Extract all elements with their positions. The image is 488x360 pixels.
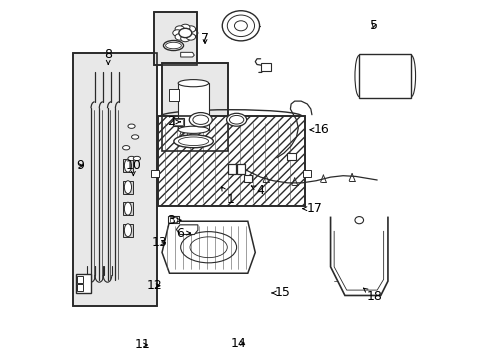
Ellipse shape — [186, 33, 195, 40]
Bar — [122, 159, 133, 172]
Polygon shape — [162, 221, 255, 273]
Bar — [122, 202, 133, 215]
Text: 12: 12 — [146, 279, 162, 292]
Ellipse shape — [163, 41, 183, 50]
Bar — [169, 89, 179, 101]
Ellipse shape — [179, 28, 191, 38]
Bar — [154, 12, 197, 65]
Text: 11: 11 — [134, 338, 150, 351]
Ellipse shape — [128, 156, 135, 161]
Bar — [172, 118, 184, 126]
Text: 7: 7 — [201, 32, 209, 45]
Ellipse shape — [226, 113, 246, 126]
Bar — [168, 216, 178, 223]
Ellipse shape — [128, 124, 135, 129]
Ellipse shape — [178, 126, 208, 134]
Text: 1: 1 — [221, 187, 234, 206]
Text: 17: 17 — [303, 202, 322, 215]
Ellipse shape — [165, 42, 181, 49]
Polygon shape — [330, 217, 387, 296]
Text: 8: 8 — [104, 48, 112, 64]
Ellipse shape — [178, 80, 208, 87]
Bar — [76, 274, 91, 293]
Text: 6: 6 — [176, 226, 190, 239]
Bar — [154, 12, 197, 65]
Bar — [174, 120, 183, 125]
Ellipse shape — [175, 26, 184, 32]
Bar — [169, 217, 177, 222]
Bar — [77, 276, 83, 283]
Bar — [122, 181, 133, 194]
Bar — [158, 116, 304, 206]
Ellipse shape — [186, 26, 195, 32]
Bar — [244, 175, 251, 182]
Ellipse shape — [124, 159, 131, 172]
Bar — [158, 116, 304, 206]
Text: 3: 3 — [167, 214, 181, 227]
Bar — [151, 170, 159, 177]
Bar — [73, 53, 157, 306]
Polygon shape — [176, 225, 198, 234]
Text: 5: 5 — [369, 19, 377, 32]
Ellipse shape — [174, 135, 213, 148]
Text: 14: 14 — [230, 337, 246, 350]
Text: 16: 16 — [309, 123, 329, 136]
Ellipse shape — [354, 217, 363, 224]
Text: 9: 9 — [76, 159, 84, 172]
Ellipse shape — [234, 21, 247, 31]
Ellipse shape — [180, 35, 190, 42]
Bar — [73, 53, 157, 306]
Bar — [303, 170, 310, 177]
Ellipse shape — [124, 202, 131, 215]
Bar — [286, 153, 295, 160]
Ellipse shape — [192, 115, 208, 125]
Ellipse shape — [124, 224, 131, 237]
Text: 18: 18 — [363, 288, 382, 303]
Bar — [162, 63, 228, 151]
Bar — [162, 63, 228, 151]
Bar — [228, 163, 236, 174]
Bar — [77, 284, 83, 291]
Bar — [260, 63, 271, 71]
Text: 4: 4 — [251, 184, 264, 197]
Text: 10: 10 — [125, 159, 141, 175]
Bar — [178, 83, 208, 130]
Ellipse shape — [131, 135, 139, 139]
Ellipse shape — [227, 15, 254, 37]
Bar — [237, 163, 244, 174]
Ellipse shape — [178, 137, 208, 145]
Ellipse shape — [124, 181, 131, 194]
Ellipse shape — [229, 116, 244, 124]
Ellipse shape — [175, 33, 184, 40]
Polygon shape — [180, 52, 194, 57]
Ellipse shape — [172, 30, 182, 36]
Text: 2: 2 — [167, 116, 180, 129]
Text: 13: 13 — [151, 236, 167, 249]
Ellipse shape — [133, 156, 140, 161]
Ellipse shape — [189, 113, 212, 127]
Bar — [359, 54, 410, 98]
Ellipse shape — [222, 11, 259, 41]
Bar — [122, 224, 133, 237]
Ellipse shape — [188, 30, 198, 36]
Ellipse shape — [122, 145, 129, 150]
Ellipse shape — [180, 24, 190, 31]
Text: 15: 15 — [271, 287, 290, 300]
